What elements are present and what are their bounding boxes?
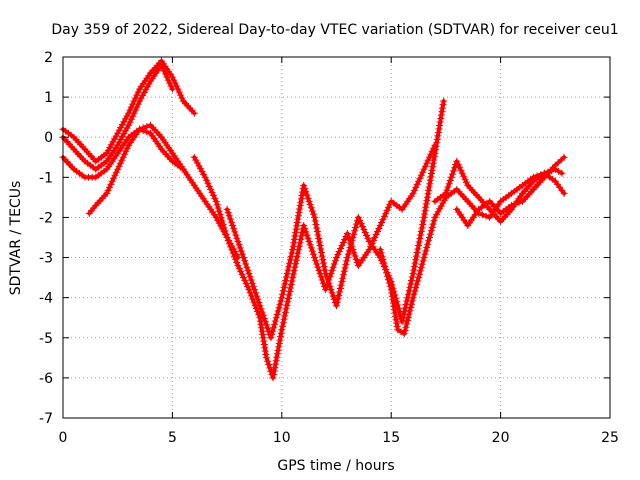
series-markers: [453, 153, 568, 229]
grid: [63, 57, 610, 418]
x-tick-label: 25: [601, 430, 619, 446]
y-tick-label: -4: [39, 291, 53, 307]
y-tick-label: 0: [44, 130, 53, 146]
plot-frame: [62, 56, 611, 419]
y-tick-label: -2: [39, 210, 53, 226]
axis-ticks: 0 5 10 15 20 25 -7 -6 -5 -4 -3 -2 -1 0 1 2: [39, 50, 619, 446]
y-axis-label: SDTVAR / TECUs: [8, 181, 24, 296]
x-axis-label: GPS time / hours: [277, 458, 394, 474]
series-line: [378, 167, 564, 336]
series-trace-4: [85, 121, 242, 262]
y-tick-label: -7: [39, 411, 53, 427]
series-trace-5: [190, 141, 439, 382]
y-tick-label: 2: [44, 50, 53, 66]
data-series: [59, 57, 568, 382]
y-tick-label: 1: [44, 90, 53, 106]
y-tick-label: -3: [39, 251, 53, 267]
y-tick-label: -5: [39, 331, 53, 347]
series-trace-9: [453, 153, 568, 229]
x-tick-label: 20: [492, 430, 510, 446]
series-trace-8: [431, 157, 568, 225]
chart-title: Day 359 of 2022, Sidereal Day-to-day VTE…: [51, 22, 618, 38]
series-markers: [190, 141, 439, 382]
x-tick-label: 15: [382, 430, 400, 446]
x-tick-label: 0: [59, 430, 68, 446]
y-tick-label: -6: [39, 371, 53, 387]
x-tick-label: 5: [168, 430, 177, 446]
y-tick-label: -1: [39, 170, 53, 186]
x-tick-label: 10: [273, 430, 291, 446]
series-line: [192, 143, 437, 380]
